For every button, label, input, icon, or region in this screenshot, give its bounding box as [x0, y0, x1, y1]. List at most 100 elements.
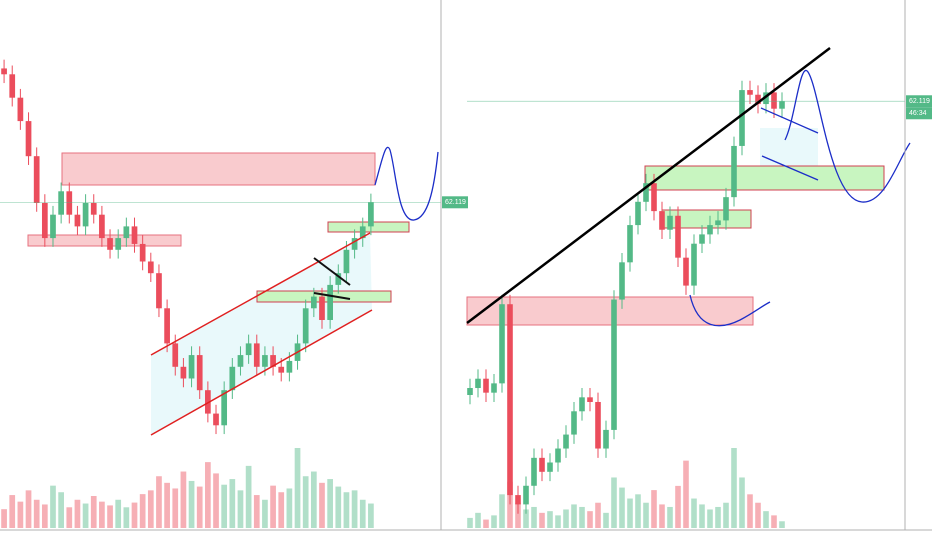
volume-bar [779, 521, 785, 528]
volume-bar [571, 504, 577, 528]
last-price-label: 62.119 [445, 199, 466, 206]
volume-bar [9, 495, 16, 528]
candle-body [659, 211, 665, 230]
candle-body [368, 202, 374, 227]
candle-body [675, 215, 681, 258]
volume-bar [335, 486, 342, 528]
volume-bar [343, 492, 350, 528]
volume-bar [115, 499, 122, 528]
volume-bar [58, 492, 64, 528]
volume-bar [107, 505, 113, 528]
volume-bar [327, 479, 333, 528]
volume-bar [41, 504, 48, 528]
candle-body [319, 296, 325, 320]
volume-bar [351, 490, 358, 528]
volume-bar [515, 502, 521, 528]
last-price-box [906, 95, 932, 108]
volume-bar [771, 515, 777, 528]
candle-body [310, 296, 317, 309]
candle-body [156, 273, 162, 309]
volume-bar [74, 499, 81, 528]
candle-body [635, 201, 641, 226]
volume-bar [587, 511, 593, 528]
candle-body [99, 214, 105, 239]
volume-bar [310, 471, 317, 528]
candle-body [571, 411, 577, 435]
volume-bar [123, 507, 130, 528]
candle-body [335, 273, 342, 285]
candle-body [779, 101, 785, 109]
candle-body [1, 68, 7, 75]
volume-bar [278, 492, 285, 528]
candle-body [747, 90, 753, 95]
channel-fill [151, 233, 372, 435]
volume-bar [164, 482, 170, 528]
candle-body [25, 121, 32, 157]
candle-body [351, 238, 358, 250]
volume-bar [270, 485, 276, 528]
candle-body [507, 304, 513, 496]
volume-bar [491, 515, 497, 528]
candle-body [270, 355, 276, 367]
candle-body [196, 355, 203, 391]
volume-bar [675, 485, 681, 528]
candle-body [667, 215, 673, 230]
volume-bar [262, 499, 268, 528]
volume-bar [691, 498, 697, 528]
volume-bar [82, 503, 89, 528]
volume-bar [237, 490, 244, 528]
candle-body [139, 243, 146, 262]
volume-bar [205, 462, 211, 528]
candle-body [107, 238, 113, 250]
channel-line [150, 232, 371, 356]
volume-bar [555, 515, 561, 528]
candle-body [50, 214, 56, 239]
candle-body [90, 202, 97, 215]
volume-bar [90, 496, 97, 528]
candle-body [131, 226, 138, 244]
candle-body [286, 360, 293, 373]
volume-bar [595, 502, 601, 528]
countdown-label: 46:34 [909, 110, 927, 117]
volume-bar [172, 488, 179, 528]
candle-body [515, 495, 521, 505]
volume-bar [635, 494, 641, 528]
candle-body [627, 225, 633, 263]
candle-body [771, 92, 777, 109]
projection-curve [374, 146, 439, 221]
candle-body [731, 145, 737, 198]
candle-body [66, 191, 73, 215]
candle-body [739, 90, 745, 146]
candle-body [683, 257, 689, 286]
volume-bar [683, 460, 689, 528]
trend-line [313, 292, 351, 300]
volume-bar [603, 512, 609, 528]
last-price-box [442, 196, 468, 209]
volume-bar [731, 448, 737, 528]
candle-body [555, 448, 561, 463]
volume-bar [539, 512, 545, 528]
candle-body [327, 284, 333, 320]
volume-bar [563, 509, 569, 528]
candle-body [172, 343, 179, 367]
volume-bar [319, 482, 325, 528]
volume-bar [156, 476, 162, 528]
trend-line [313, 257, 351, 286]
volume-bar [286, 488, 293, 528]
volume-bar [619, 487, 625, 528]
support-zone [466, 296, 754, 326]
candle-body [343, 249, 350, 274]
candle-body [359, 226, 366, 239]
projection-curve [784, 69, 911, 203]
volume-bar [579, 506, 585, 528]
candle-body [188, 355, 195, 379]
candle-body [115, 238, 122, 250]
candle-body [253, 343, 260, 367]
volume-bar [483, 519, 489, 528]
candle-body [707, 225, 713, 235]
volume-bar [659, 504, 665, 528]
cup-curve [689, 294, 771, 327]
candle-body [9, 74, 16, 98]
